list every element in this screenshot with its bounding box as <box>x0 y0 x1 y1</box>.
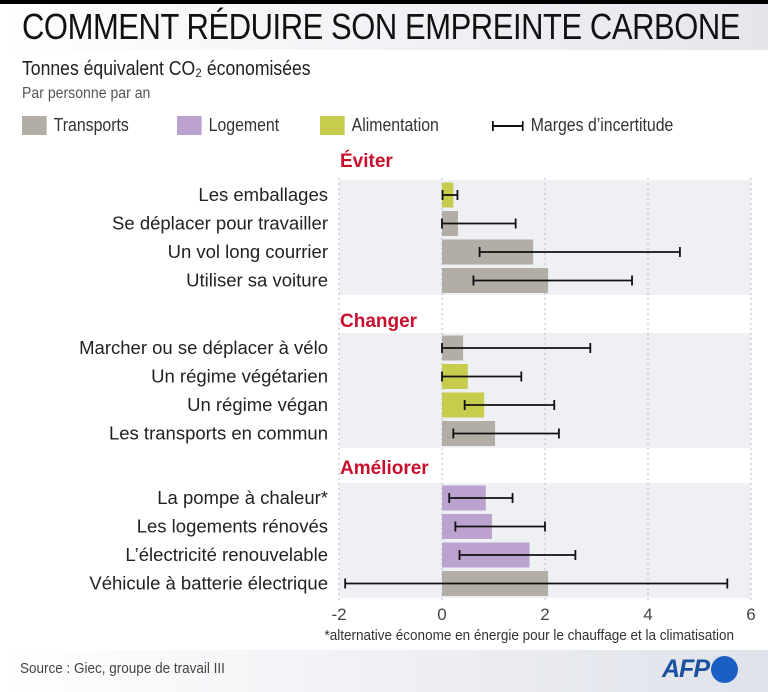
footer-band <box>0 650 768 692</box>
legend-swatch <box>177 116 202 135</box>
x-tick-label: 6 <box>746 605 755 624</box>
title-band <box>0 4 768 50</box>
legend-label: Transports <box>53 115 129 135</box>
x-tick-label: 4 <box>643 605 652 624</box>
chart-subtitle: Tonnes équivalent CO₂ économisées <box>22 58 311 80</box>
row-label: Les logements rénovés <box>137 516 328 537</box>
legend-transports: Transports <box>22 115 129 136</box>
row-label: La pompe à chaleur* <box>157 487 328 508</box>
row-label: L’électricité renouvelable <box>125 544 328 565</box>
footnote: *alternative économe en énergie pour le … <box>324 627 734 644</box>
group-header: Améliorer <box>340 458 429 479</box>
row-label: Se déplacer pour travailler <box>112 213 328 234</box>
group-background <box>339 333 751 448</box>
legend-label: Logement <box>208 115 280 135</box>
row-label: Marcher ou se déplacer à vélo <box>79 337 328 358</box>
legend-logement: Logement <box>177 115 279 136</box>
x-tick-label: 0 <box>437 605 446 624</box>
legend-alimentation: Alimentation <box>320 115 439 136</box>
row-label: Un vol long courrier <box>168 241 328 262</box>
chart-unit-note: Par personne par an <box>22 85 151 102</box>
afp-logo: AFP <box>662 655 738 684</box>
source-note: Source : Giec, groupe de travail III <box>20 660 225 677</box>
group-header: Éviter <box>340 150 393 172</box>
chart-title: COMMENT RÉDUIRE SON EMPREINTE CARBONE <box>22 6 741 47</box>
legend-swatch <box>22 116 47 135</box>
logo-text: AFP <box>662 655 710 683</box>
row-label: Les emballages <box>198 184 328 205</box>
row-label: Les transports en commun <box>109 423 328 444</box>
legend-swatch <box>320 116 345 135</box>
x-tick-label: -2 <box>331 605 346 624</box>
row-label: Un régime végan <box>187 394 328 415</box>
logo-circle-icon <box>711 656 738 683</box>
group-header: Changer <box>340 311 418 332</box>
error-bar-icon <box>492 120 524 131</box>
legend-label: Marges d’incertitude <box>530 115 674 135</box>
legend-error-bars: Marges d’incertitude <box>492 115 673 136</box>
row-label: Utiliser sa voiture <box>186 270 328 291</box>
row-label: Un régime végétarien <box>151 366 328 387</box>
row-label: Véhicule à batterie électrique <box>89 573 328 594</box>
legend-label: Alimentation <box>351 115 439 135</box>
x-tick-label: 2 <box>540 605 549 624</box>
top-rule <box>0 0 768 4</box>
